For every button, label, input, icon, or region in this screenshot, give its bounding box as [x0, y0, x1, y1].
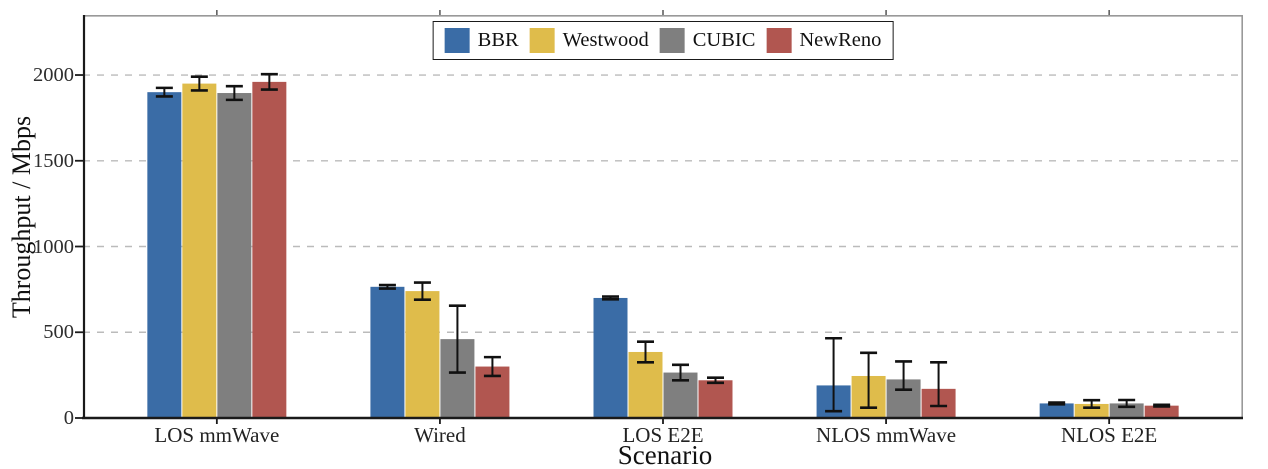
x-tick-label-nlos-mmwave: NLOS mmWave	[816, 423, 957, 447]
bar-westwood-wired	[405, 291, 440, 418]
x-axis-label: Scenario	[617, 440, 713, 469]
plot-area: BBR Westwood CUBIC NewReno	[75, 10, 1243, 424]
legend-item-bbr: BBR	[444, 28, 519, 53]
legend-swatch-cubic	[659, 28, 685, 53]
legend-label-newreno: NewReno	[799, 29, 882, 51]
legend-label-cubic: CUBIC	[692, 29, 756, 51]
legend-item-newreno: NewReno	[766, 28, 881, 53]
y-tick-label-500: 500	[43, 321, 74, 344]
y-axis-label: Throughput / Mbps	[7, 115, 36, 319]
legend: BBR Westwood CUBIC NewReno	[432, 21, 894, 60]
legend-swatch-newreno	[766, 28, 792, 53]
legend-label-westwood: Westwood	[562, 29, 649, 51]
x-tick-label-los-mmwave: LOS mmWave	[154, 423, 280, 447]
y-tick-label-0: 0	[63, 407, 74, 429]
x-tick-label-nlos-e2e: NLOS E2E	[1061, 423, 1158, 447]
bar-bbr-nlos-e2e	[1039, 403, 1074, 418]
bars-canvas	[75, 10, 1243, 424]
legend-swatch-westwood	[529, 28, 555, 53]
legend-item-cubic: CUBIC	[659, 28, 756, 53]
bar-newreno-nlos-e2e	[1144, 405, 1179, 418]
bar-newreno-los-mmwave	[252, 81, 287, 418]
legend-item-westwood: Westwood	[529, 28, 649, 53]
bar-bbr-los-e2e	[593, 297, 628, 418]
y-tick-label-2000: 2000	[33, 64, 74, 87]
x-tick-label-los-e2e: LOS E2E	[622, 423, 704, 447]
bar-cubic-los-mmwave	[217, 93, 252, 419]
bar-bbr-los-mmwave	[147, 92, 182, 418]
x-tick-label-wired: Wired	[414, 423, 466, 447]
bar-westwood-los-mmwave	[182, 83, 217, 419]
bar-newreno-los-e2e	[698, 380, 733, 418]
bar-bbr-wired	[370, 286, 405, 418]
legend-label-bbr: BBR	[477, 29, 519, 51]
y-tick-label-1500: 1500	[33, 149, 74, 172]
legend-swatch-bbr	[444, 28, 470, 53]
y-tick-label-1000: 1000	[33, 235, 74, 258]
